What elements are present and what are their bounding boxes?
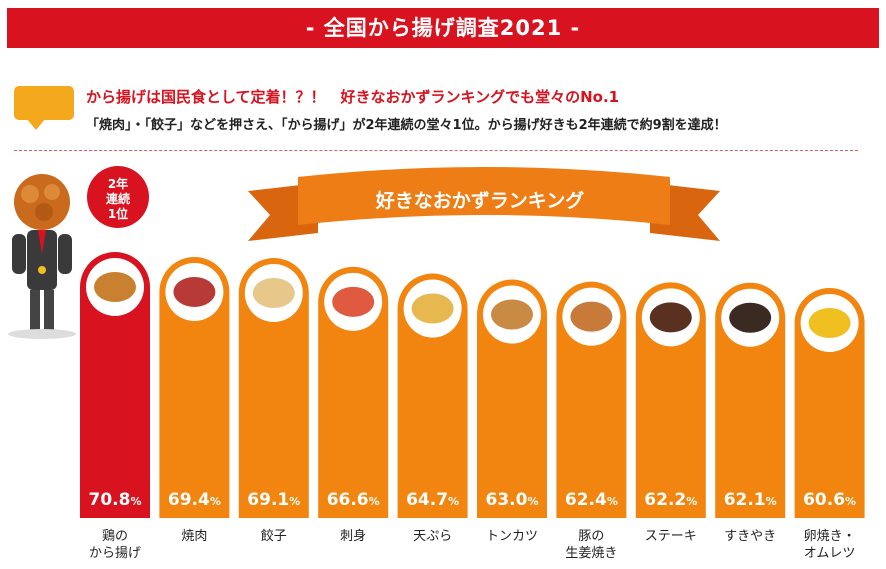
category-label-6: 豚の 生姜焼き (565, 529, 618, 561)
category-label-1: 焼肉 (181, 529, 208, 544)
data-label-value: 69.4 (167, 490, 210, 510)
data-label-unit: % (686, 495, 698, 508)
divider (14, 150, 858, 151)
data-label-unit: % (765, 495, 777, 508)
bar-0 (80, 252, 150, 518)
data-label-value: 62.4 (564, 490, 607, 510)
category-label-0: 鶏の から揚げ (88, 529, 141, 561)
karaage-mascot-icon (8, 174, 76, 339)
dish-food-icon-7 (649, 302, 692, 333)
category-label-2: 餃子 (260, 529, 287, 544)
data-label-value: 62.1 (723, 490, 766, 510)
dish-food-icon-3 (332, 286, 375, 317)
bar-7 (635, 282, 706, 518)
data-label-unit: % (209, 495, 221, 508)
ribbon-banner (248, 167, 720, 241)
data-label-5: 63.0% (479, 490, 545, 510)
two-year-first-badge: 2年 連続 1位 (87, 166, 149, 228)
dish-food-icon-9 (808, 308, 851, 338)
dish-food-icon-8 (729, 302, 772, 333)
data-label-6: 62.4% (558, 490, 624, 510)
data-label-4: 64.7% (400, 490, 466, 510)
data-label-value: 69.1 (247, 490, 290, 510)
bar-8 (715, 282, 786, 518)
lead-headline: から揚げは国民食として定着！？！ 好きなおかずランキングでも堂々のNo.1 (86, 88, 620, 106)
data-label-0: 70.8% (82, 490, 148, 510)
data-label-value: 66.6 (326, 490, 369, 510)
dish-food-icon-4 (411, 293, 454, 324)
data-label-unit: % (130, 495, 142, 508)
dish-food-icon-6 (570, 301, 613, 332)
data-label-unit: % (606, 495, 618, 508)
data-label-unit: % (448, 495, 460, 508)
dish-food-icon-0 (94, 272, 136, 302)
data-label-value: 62.2 (644, 490, 687, 510)
data-label-value: 63.0 (485, 490, 528, 510)
badge-line-3: 1位 (107, 207, 129, 221)
bar-2 (238, 258, 309, 518)
badge-line-2: 連続 (105, 192, 130, 206)
bar-1 (159, 256, 230, 518)
category-label-7: ステーキ (644, 529, 697, 544)
data-label-unit: % (527, 495, 539, 508)
data-label-unit: % (289, 495, 301, 508)
bar-6 (556, 281, 627, 518)
data-label-3: 66.6% (320, 490, 386, 510)
speech-bubble-icon (14, 86, 74, 120)
category-label-9: 卵焼き・ オムレツ (803, 529, 856, 561)
lead-body: 「焼肉」・「餃子」などを押さえ、「から揚げ」が2年連続の堂々1位。から揚げ好きも… (86, 118, 727, 133)
category-label-8: すきやき (724, 529, 777, 544)
data-label-1: 69.4% (161, 490, 227, 510)
bar-5 (477, 279, 547, 518)
dish-food-icon-2 (252, 278, 295, 308)
data-label-value: 60.6 (803, 490, 846, 510)
dish-food-icon-1 (173, 276, 216, 307)
data-label-unit: % (845, 495, 857, 508)
data-label-2: 69.1% (241, 490, 307, 510)
category-label-3: 刺身 (340, 529, 367, 544)
dish-food-icon-5 (491, 299, 533, 330)
data-label-value: 70.8 (88, 490, 131, 510)
speech-bubble-tail (26, 118, 46, 130)
badge-line-1: 2年 (107, 177, 129, 191)
category-label-4: 天ぷら (413, 529, 453, 544)
bar-3 (318, 266, 389, 518)
data-label-unit: % (368, 495, 380, 508)
data-label-8: 62.1% (717, 490, 783, 510)
data-label-7: 62.2% (638, 490, 704, 510)
page-title: - 全国から揚げ調査2021 - (7, 8, 879, 48)
data-label-value: 64.7 (406, 490, 449, 510)
chart-title: 好きなおかずランキング (375, 190, 585, 212)
category-label-5: トンカツ (485, 529, 538, 544)
bar-4 (397, 273, 468, 518)
data-label-9: 60.6% (797, 490, 863, 510)
